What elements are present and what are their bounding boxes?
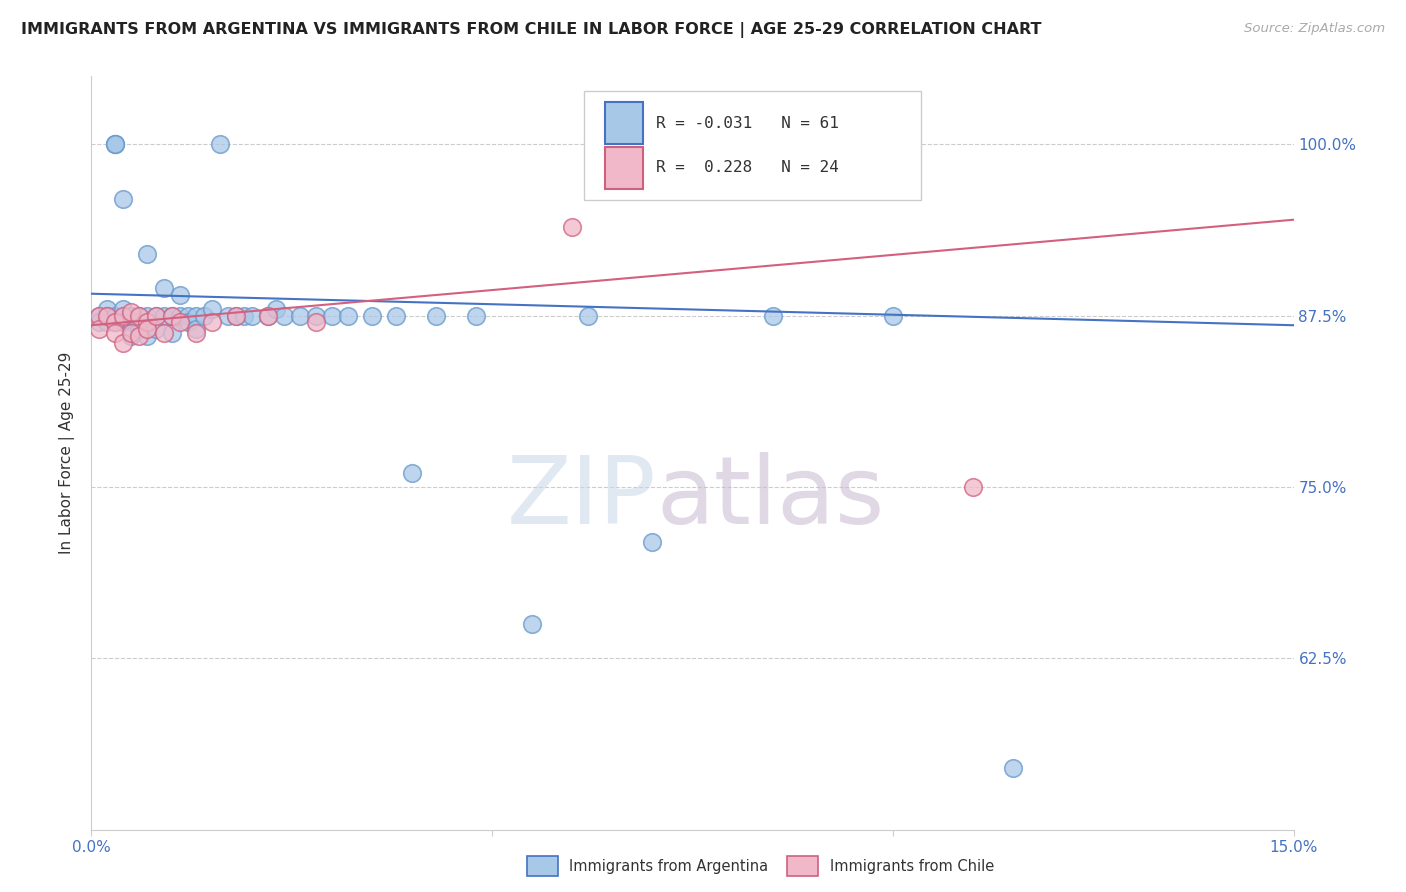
Point xyxy=(89,316,111,330)
Point xyxy=(321,309,343,323)
Point xyxy=(112,336,135,351)
Point xyxy=(104,316,127,330)
Point xyxy=(112,301,135,316)
Point xyxy=(96,316,118,330)
Point xyxy=(136,247,159,261)
Point xyxy=(273,309,295,323)
Point xyxy=(104,309,127,323)
Point xyxy=(385,309,408,323)
Point xyxy=(121,304,143,318)
Point xyxy=(256,309,278,323)
Point xyxy=(305,316,328,330)
Point xyxy=(145,309,167,323)
Text: ZIP: ZIP xyxy=(506,452,657,544)
Point xyxy=(288,309,311,323)
Text: atlas: atlas xyxy=(657,452,884,544)
Point xyxy=(104,137,127,152)
Point xyxy=(240,309,263,323)
Point xyxy=(336,309,359,323)
Point xyxy=(145,309,167,323)
Point xyxy=(96,309,118,323)
Point xyxy=(217,309,239,323)
Point xyxy=(184,309,207,323)
Point xyxy=(465,309,488,323)
Point xyxy=(121,309,143,323)
Point xyxy=(576,309,599,323)
Point xyxy=(152,326,174,341)
Point xyxy=(232,309,254,323)
Point xyxy=(128,309,150,323)
Point xyxy=(112,309,135,323)
Point xyxy=(104,137,127,152)
Point xyxy=(152,281,174,295)
FancyBboxPatch shape xyxy=(585,91,921,200)
Point xyxy=(96,309,118,323)
Point xyxy=(184,326,207,341)
Point xyxy=(762,309,785,323)
Point xyxy=(256,309,278,323)
Point xyxy=(193,309,215,323)
Text: IMMIGRANTS FROM ARGENTINA VS IMMIGRANTS FROM CHILE IN LABOR FORCE | AGE 25-29 CO: IMMIGRANTS FROM ARGENTINA VS IMMIGRANTS … xyxy=(21,22,1042,38)
Point xyxy=(176,316,198,330)
Point xyxy=(169,309,191,323)
Text: Immigrants from Chile: Immigrants from Chile xyxy=(830,859,994,873)
Point xyxy=(89,309,111,323)
Point xyxy=(225,309,247,323)
Point xyxy=(152,309,174,323)
Point xyxy=(136,316,159,330)
Point xyxy=(882,309,904,323)
Point xyxy=(128,329,150,343)
Y-axis label: In Labor Force | Age 25-29: In Labor Force | Age 25-29 xyxy=(59,351,76,554)
Point xyxy=(425,309,447,323)
Point xyxy=(561,219,583,234)
Point xyxy=(136,329,159,343)
Point xyxy=(184,322,207,336)
Point xyxy=(128,316,150,330)
Point xyxy=(360,309,382,323)
Bar xyxy=(605,103,643,144)
Point xyxy=(1001,761,1024,775)
Point xyxy=(160,309,183,323)
Point xyxy=(522,617,544,632)
Point xyxy=(136,322,159,336)
Point xyxy=(962,480,984,494)
Point xyxy=(305,309,328,323)
Point xyxy=(176,309,198,323)
Point xyxy=(104,137,127,152)
Point xyxy=(160,326,183,341)
Point xyxy=(89,322,111,336)
Point xyxy=(112,309,135,323)
Point xyxy=(169,316,191,330)
Point xyxy=(160,309,183,323)
Point xyxy=(104,316,127,330)
Point xyxy=(112,316,135,330)
Point xyxy=(401,467,423,481)
Point xyxy=(112,192,135,206)
Point xyxy=(121,329,143,343)
Point xyxy=(201,301,224,316)
Point xyxy=(96,301,118,316)
Point xyxy=(201,316,224,330)
Point xyxy=(128,322,150,336)
Point xyxy=(121,316,143,330)
Point xyxy=(128,309,150,323)
Bar xyxy=(605,147,643,188)
Point xyxy=(225,309,247,323)
Text: Source: ZipAtlas.com: Source: ZipAtlas.com xyxy=(1244,22,1385,36)
Point xyxy=(89,309,111,323)
Point xyxy=(104,326,127,341)
Point xyxy=(641,534,664,549)
Text: Immigrants from Argentina: Immigrants from Argentina xyxy=(569,859,769,873)
Point xyxy=(145,322,167,336)
Point xyxy=(121,326,143,341)
Point xyxy=(208,137,231,152)
Point xyxy=(136,309,159,323)
Text: R = -0.031   N = 61: R = -0.031 N = 61 xyxy=(657,116,839,130)
Text: R =  0.228   N = 24: R = 0.228 N = 24 xyxy=(657,161,839,176)
Point xyxy=(121,309,143,323)
Point xyxy=(169,288,191,302)
Point xyxy=(264,301,287,316)
